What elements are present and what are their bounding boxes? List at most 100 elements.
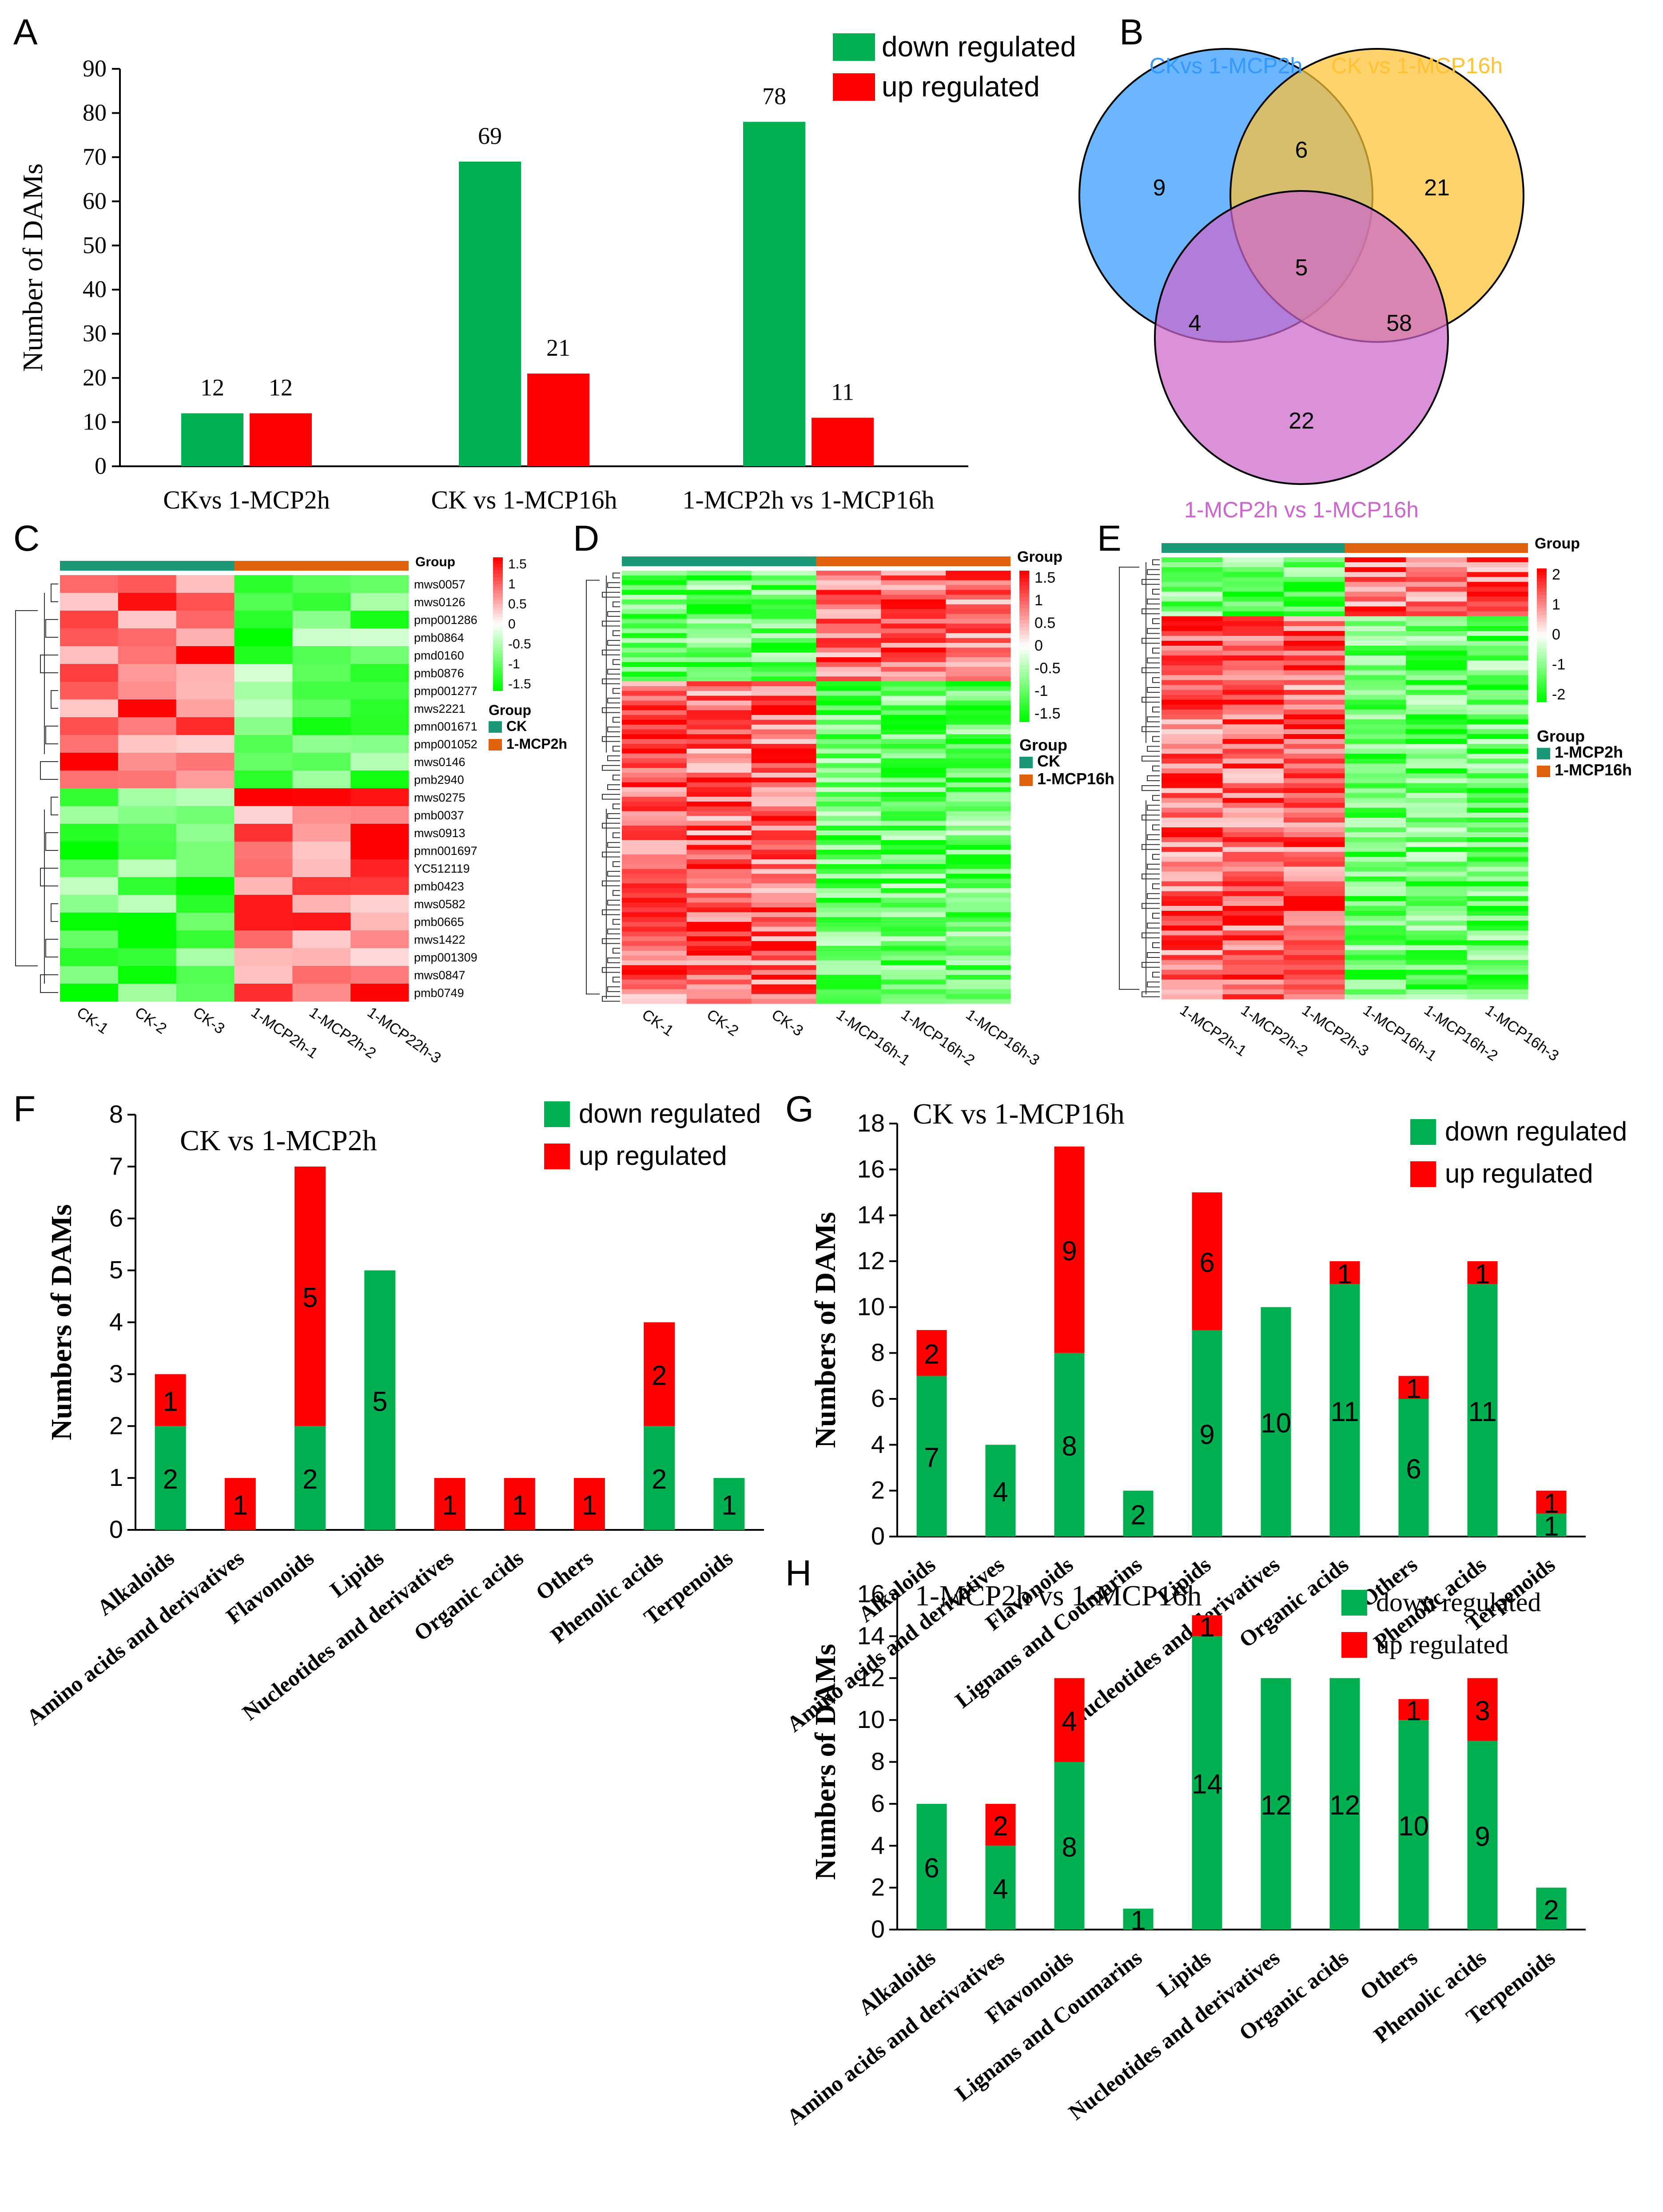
heatmap-cell xyxy=(1222,916,1284,921)
heatmap-cell xyxy=(686,946,752,951)
dendrogram-branch xyxy=(602,765,620,771)
heatmap-cell xyxy=(946,619,1011,624)
heatmap-cell xyxy=(816,941,881,946)
heatmap-cell xyxy=(1162,857,1223,862)
dendrogram-branch xyxy=(613,572,620,579)
dendrogram-branch xyxy=(1152,647,1160,654)
heatmap-cell xyxy=(751,691,816,696)
color-scale-step xyxy=(1019,578,1029,583)
heatmap-cell xyxy=(622,802,687,807)
y-tick-label: 0 xyxy=(871,1915,885,1943)
heatmap-cell xyxy=(1162,621,1223,627)
heatmap-cell xyxy=(1406,596,1467,602)
color-scale-step xyxy=(1019,718,1029,722)
heatmap-cell xyxy=(751,628,816,634)
heatmap-cell xyxy=(1284,768,1345,774)
color-scale-step xyxy=(1019,657,1029,662)
color-scale-step xyxy=(493,557,503,561)
dendrogram-branch xyxy=(1152,736,1160,742)
heatmap-cell xyxy=(234,824,293,842)
color-scale-step xyxy=(1537,588,1547,592)
heatmap-cell xyxy=(350,575,409,593)
color-scale-step xyxy=(1537,618,1547,622)
venn-region-count: 5 xyxy=(1295,255,1308,281)
dendrogram-branch xyxy=(586,580,600,995)
heatmap-cell xyxy=(622,989,687,994)
heatmap-cell xyxy=(1467,960,1528,965)
heatmap-cell xyxy=(1222,562,1284,568)
color-scale-step xyxy=(493,687,503,691)
venn-set-label: CKvs 1-MCP2h xyxy=(1150,53,1303,78)
heatmap-cell xyxy=(1222,596,1284,602)
heatmap-cell xyxy=(881,695,946,701)
heatmap-cell xyxy=(816,830,881,836)
group-legend-swatch xyxy=(489,721,502,733)
heatmap-cell xyxy=(1467,670,1528,675)
x-tick-label: Lipids xyxy=(325,1545,388,1602)
heatmap-cell xyxy=(1162,935,1223,941)
y-tick-label: 50 xyxy=(83,232,107,258)
heatmap-cell xyxy=(816,681,881,687)
heatmap-cell xyxy=(1406,837,1467,842)
heatmap-cell xyxy=(176,593,235,611)
color-scale-label: 2 xyxy=(1552,566,1560,583)
heatmap-row-label: YC512119 xyxy=(414,862,470,875)
heatmap-cell xyxy=(1467,974,1528,980)
y-tick-label: 20 xyxy=(83,364,107,391)
heatmap-cell xyxy=(1406,582,1467,587)
heatmap-cell xyxy=(176,682,235,700)
heatmap-cell xyxy=(816,888,881,894)
heatmap-cell xyxy=(686,840,752,845)
heatmap-cell xyxy=(622,686,687,691)
heatmap-cell xyxy=(1284,984,1345,990)
heatmap-cell xyxy=(1162,940,1223,945)
heatmap-cell xyxy=(1406,984,1467,990)
color-scale-step xyxy=(493,560,503,564)
heatmap-cell xyxy=(1284,862,1345,867)
color-scale-step xyxy=(1019,691,1029,696)
heatmap-cell xyxy=(1162,655,1223,661)
heatmap-cell xyxy=(1222,837,1284,842)
dendrogram-branch xyxy=(1147,834,1160,840)
heatmap-cell xyxy=(1345,930,1406,936)
dendrogram-branch xyxy=(607,900,620,905)
heatmap-cell xyxy=(881,902,946,908)
heatmap-row-label: pmb2940 xyxy=(414,773,464,786)
heatmap-cell xyxy=(686,874,752,879)
bar-value-label: 21 xyxy=(546,334,570,361)
y-tick-label: 2 xyxy=(871,1476,885,1504)
heatmap-cell xyxy=(881,662,946,667)
heatmap-cell xyxy=(1162,822,1223,828)
heatmap-cell xyxy=(176,877,235,895)
heatmap-cell xyxy=(1406,817,1467,823)
heatmap-cell xyxy=(686,773,752,778)
heatmap-cell xyxy=(622,763,687,768)
heatmap-column-label: 1-MCP2h-1 xyxy=(1177,1001,1249,1060)
heatmap-cell xyxy=(1467,572,1528,577)
color-scale-step xyxy=(493,624,503,628)
heatmap-cell xyxy=(686,821,752,826)
heatmap-cell xyxy=(1467,651,1528,656)
dendrogram-branch xyxy=(1142,667,1160,673)
heatmap-cell xyxy=(1406,572,1467,577)
y-tick-label: 6 xyxy=(871,1384,885,1412)
heatmap-cell xyxy=(686,970,752,975)
heatmap-cell xyxy=(751,729,816,735)
heatmap-cell xyxy=(1467,857,1528,862)
heatmap-cell xyxy=(1284,857,1345,862)
heatmap-cell xyxy=(622,753,687,759)
venn-region-count: 4 xyxy=(1189,310,1201,336)
heatmap-cell xyxy=(881,681,946,687)
bar-up-value: 1 xyxy=(1406,1374,1421,1404)
color-scale-step xyxy=(1537,598,1547,602)
group-bar-treatment xyxy=(1345,543,1528,553)
heatmap-cell xyxy=(1284,827,1345,833)
color-scale-step xyxy=(1537,568,1547,572)
dendrogram-branch xyxy=(51,584,58,602)
heatmap-cell xyxy=(1406,862,1467,867)
heatmap-cell xyxy=(946,792,1011,797)
heatmap-cell xyxy=(622,580,687,585)
heatmap-cell xyxy=(946,926,1011,932)
y-tick-label: 10 xyxy=(83,409,107,435)
